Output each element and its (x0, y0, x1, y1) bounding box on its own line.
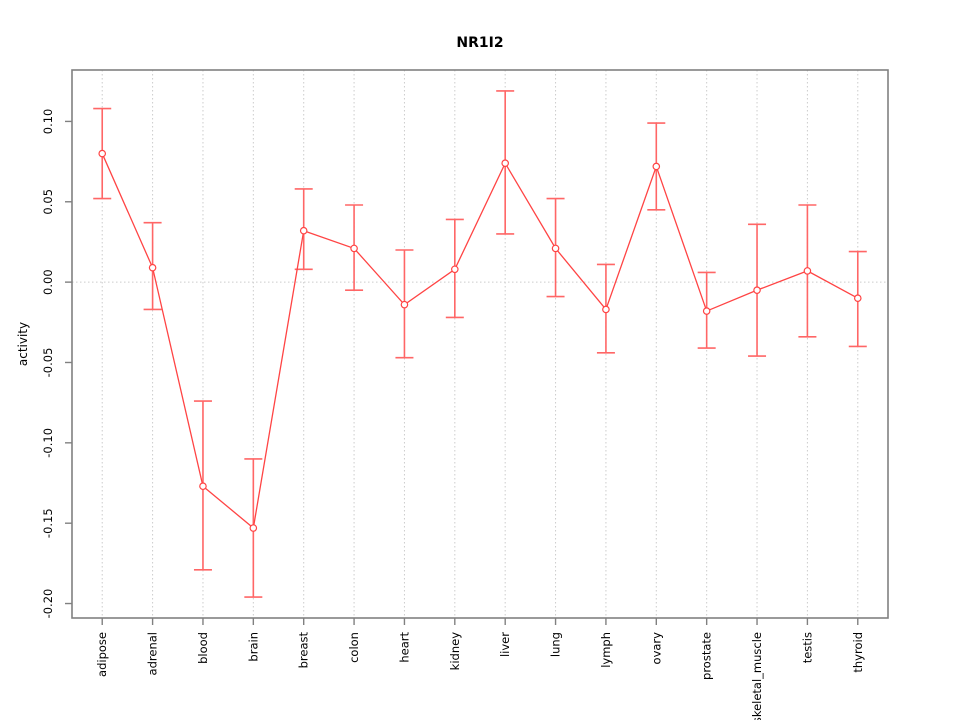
y-tick-label: 0.05 (41, 189, 55, 215)
y-tick-label: -0.20 (41, 589, 55, 619)
x-tick-label: testis (800, 632, 814, 663)
plot-border (71, 69, 889, 619)
grid-layer (72, 70, 888, 618)
x-tick-label: adrenal (146, 632, 160, 675)
data-point (299, 226, 308, 235)
x-tick-label: heart (397, 632, 411, 663)
x-tick-label: ovary (649, 632, 663, 665)
data-point (602, 305, 610, 314)
x-tick-label: lymph (599, 632, 613, 668)
data-point (350, 244, 358, 253)
data-point (249, 524, 258, 532)
data-point (451, 265, 459, 274)
data-point (853, 294, 862, 302)
data-point (199, 482, 207, 491)
data-point (400, 300, 409, 309)
y-tick-label: 0.00 (41, 269, 55, 295)
y-tick-label: -0.05 (41, 348, 55, 378)
data-point (652, 162, 661, 171)
x-tick-label: adipose (95, 632, 109, 677)
data-point (803, 267, 812, 275)
chart-title: NR1I2 (456, 35, 503, 51)
series-line (101, 153, 859, 530)
x-tick-label: colon (347, 632, 361, 663)
x-tick-label: thyroid (851, 632, 865, 673)
x-tick-label: breast (297, 632, 311, 669)
x-tick-label: liver (498, 632, 512, 657)
x-tick-label: skeletal_muscle (750, 632, 764, 720)
y-tick-label: -0.10 (41, 428, 55, 458)
axis-layer: 0.10 0.05 0.00 -0.05 -0.10 -0.15 -0.20 adipose a… (41, 69, 889, 720)
data-series-layer (93, 90, 867, 598)
x-tick-label: brain (246, 632, 260, 662)
data-point (501, 159, 509, 168)
x-tick-label: prostate (700, 632, 714, 680)
data-point (148, 263, 157, 272)
x-tick-label: blood (196, 632, 210, 664)
y-axis-label: activity (16, 322, 30, 366)
data-point (753, 286, 761, 294)
data-point (702, 307, 711, 315)
y-tick-label: 0.10 (41, 109, 55, 135)
y-tick-label: -0.15 (41, 508, 55, 538)
x-tick-label: lung (549, 632, 563, 657)
x-tick-label: kidney (448, 632, 462, 671)
data-point (551, 244, 560, 253)
data-point (98, 149, 107, 158)
